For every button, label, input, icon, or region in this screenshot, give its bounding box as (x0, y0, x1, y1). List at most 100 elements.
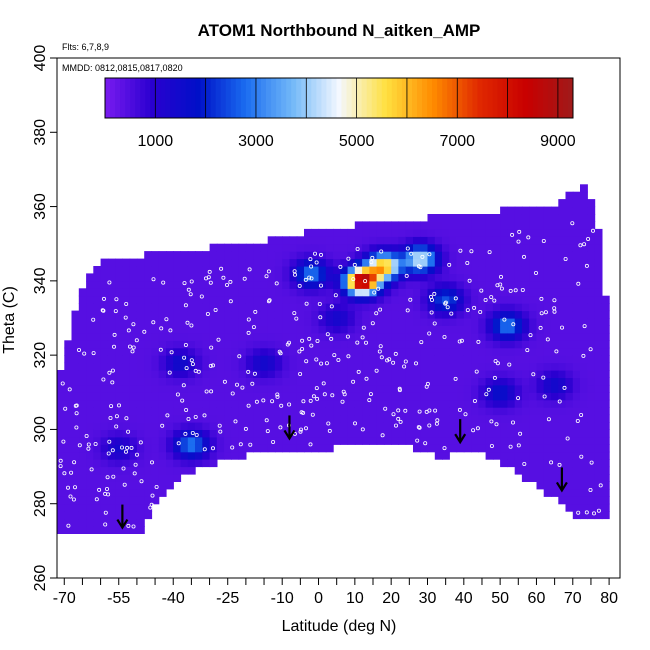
heatmap-cell (529, 466, 538, 475)
heatmap-cell (565, 384, 574, 393)
heatmap-cell (122, 436, 131, 445)
heatmap-cell (333, 325, 341, 334)
observation-point (299, 410, 304, 415)
heatmap-cell (115, 325, 123, 334)
heatmap-cell (405, 280, 414, 289)
observation-point (325, 332, 330, 337)
heatmap-cell (274, 399, 283, 408)
heatmap-cell (187, 258, 196, 267)
heatmap-cell (347, 303, 356, 312)
heatmap-cell (514, 436, 523, 445)
heatmap-cell (383, 370, 392, 378)
heatmap-cell (151, 407, 160, 416)
heatmap-cell (485, 228, 494, 237)
heatmap-cell (115, 429, 123, 438)
heatmap-cell (231, 384, 240, 393)
heatmap-cell (347, 266, 356, 274)
heatmap-cell (304, 228, 312, 237)
heatmap-cell (122, 325, 131, 334)
heatmap-cell (521, 325, 530, 334)
colorbar-swatch (442, 78, 448, 118)
heatmap-cell (100, 474, 109, 482)
heatmap-cell (296, 288, 305, 297)
heatmap-cell (325, 303, 334, 312)
heatmap-cell (115, 474, 123, 482)
heatmap-cell (456, 370, 465, 378)
colorbar-swatch (190, 78, 196, 118)
heatmap-cell (492, 251, 501, 260)
heatmap-cell (529, 288, 538, 297)
heatmap-cell (93, 266, 102, 274)
heatmap-cell (107, 392, 116, 401)
heatmap-cell (449, 318, 458, 326)
heatmap-cell (333, 422, 341, 430)
heatmap-cell (536, 384, 545, 393)
heatmap-cell (238, 422, 247, 430)
observation-point (582, 324, 587, 329)
heatmap-cell (456, 303, 465, 312)
heatmap-cell (260, 280, 269, 289)
heatmap-cell (187, 384, 196, 393)
heatmap-cell (420, 236, 429, 245)
heatmap-cell (572, 258, 581, 267)
heatmap-cell (231, 273, 240, 282)
heatmap-cell (238, 370, 247, 378)
observation-point (304, 359, 309, 364)
heatmap-cell (282, 258, 291, 267)
heatmap-cell (325, 266, 334, 274)
heatmap-cell (558, 362, 567, 371)
heatmap-cell (216, 399, 225, 408)
observation-point (247, 267, 252, 272)
heatmap-cell (449, 407, 458, 416)
heatmap-cell (93, 459, 102, 468)
heatmap-cell (398, 355, 407, 364)
heatmap-cell (231, 318, 240, 326)
heatmap-cell (587, 251, 596, 260)
observation-point (322, 392, 327, 397)
y-tick-label: 360 (32, 193, 49, 220)
heatmap-cell (209, 303, 218, 312)
heatmap-cell (362, 347, 370, 356)
heatmap-cell (325, 407, 334, 416)
heatmap-cell (129, 288, 138, 297)
heatmap-cell (492, 310, 501, 319)
heatmap-cell (86, 318, 94, 326)
heatmap-cell (478, 377, 487, 386)
heatmap-cell (514, 295, 523, 304)
heatmap-cell (173, 288, 182, 297)
heatmap-cell (354, 318, 363, 326)
observation-point (270, 399, 275, 404)
heatmap-cell (565, 325, 574, 334)
heatmap-cell (434, 332, 443, 341)
heatmap-cell (93, 332, 102, 341)
heatmap-cell (572, 340, 581, 349)
heatmap-cell (471, 347, 479, 356)
heatmap-cell (434, 399, 443, 408)
heatmap-cell (427, 221, 436, 230)
heatmap-cell (543, 429, 552, 438)
heatmap-cell (594, 466, 603, 475)
heatmap-cell (304, 399, 312, 408)
heatmap-cell (245, 273, 254, 282)
observation-point (576, 510, 581, 515)
heatmap-cell (318, 228, 327, 237)
heatmap-cell (93, 370, 102, 378)
heatmap-cell (129, 392, 138, 401)
observation-point (586, 236, 591, 241)
heatmap-cell (471, 258, 479, 267)
heatmap-cell (565, 414, 574, 423)
heatmap-cell (565, 310, 574, 319)
heatmap-cell (492, 384, 501, 393)
heatmap-cell (529, 243, 538, 252)
heatmap-cell (238, 392, 247, 401)
heatmap-cell (543, 481, 552, 490)
heatmap-cell (158, 370, 167, 378)
heatmap-cell (238, 451, 247, 460)
heatmap-cell (543, 347, 552, 356)
heatmap-cell (86, 332, 94, 341)
observation-point (557, 399, 562, 404)
heatmap-cell (107, 273, 116, 282)
heatmap-cell (282, 303, 291, 312)
heatmap-cell (151, 288, 160, 297)
heatmap-cell (325, 325, 334, 334)
